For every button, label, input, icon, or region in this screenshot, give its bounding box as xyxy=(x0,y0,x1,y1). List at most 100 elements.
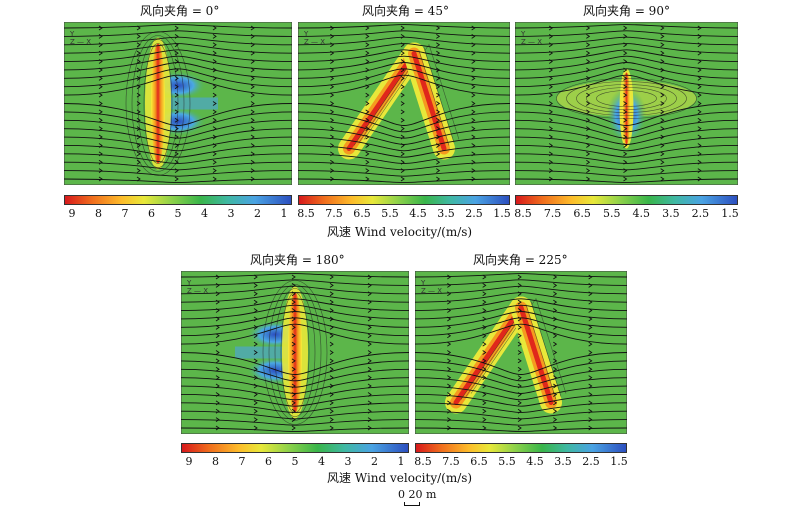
streamline-arrow xyxy=(291,324,296,330)
streamline-arrow xyxy=(250,84,255,90)
streamline-arrow xyxy=(660,101,665,106)
streamline-arrow xyxy=(447,408,452,414)
colorbar-tick: 4 xyxy=(201,207,208,220)
streamline-arrow xyxy=(623,176,628,182)
colorbar-ticks-90: 8.5 7.5 6.5 5.5 4.5 3.5 2.5 1.5 xyxy=(514,207,739,220)
streamline-arrow xyxy=(553,366,558,372)
streamline-arrow xyxy=(697,151,702,157)
scale-line xyxy=(404,502,420,506)
colorbar-tick: 5.5 xyxy=(602,207,621,220)
streamline-arrow xyxy=(660,117,665,123)
streamline-arrow xyxy=(436,117,441,123)
streamline-arrow xyxy=(548,67,553,73)
streamline-arrow xyxy=(98,151,103,157)
streamline-arrow xyxy=(482,274,487,280)
streamline xyxy=(64,111,292,133)
colorbar-tick: 8.5 xyxy=(297,207,315,220)
streamline-arrow xyxy=(660,34,665,39)
streamline-arrow xyxy=(215,324,220,330)
streamline-arrow xyxy=(329,392,334,397)
streamline xyxy=(181,402,409,413)
streamline-arrow xyxy=(365,59,370,64)
colorbar-tick: 6.5 xyxy=(470,455,488,468)
streamline-arrow xyxy=(291,375,296,381)
streamline-arrow xyxy=(250,67,255,73)
streamline-arrow xyxy=(367,324,372,330)
streamline-arrow xyxy=(291,425,296,431)
streamline-arrow xyxy=(517,299,522,305)
streamline-arrow xyxy=(330,25,335,31)
streamline-arrow xyxy=(215,333,220,339)
streamline-arrow xyxy=(482,358,487,364)
streamline-arrow xyxy=(215,299,220,305)
streamline-arrow xyxy=(400,92,405,98)
streamline-arrow xyxy=(588,299,593,305)
streamline-arrow xyxy=(367,375,372,381)
streamline-arrow xyxy=(365,126,370,132)
streamline xyxy=(298,153,510,164)
streamline-arrow xyxy=(367,392,372,397)
streamline xyxy=(181,279,409,286)
streamline-arrow xyxy=(291,350,296,355)
streamline-arrow xyxy=(215,383,220,389)
streamline-arrow xyxy=(471,50,476,56)
streamline-arrow xyxy=(330,67,335,73)
streamline xyxy=(181,377,409,394)
streamline-arrow xyxy=(436,143,441,148)
streamline-arrow xyxy=(174,176,179,182)
streamline-arrow xyxy=(367,400,372,406)
streamline-arrow xyxy=(291,400,296,406)
streamline-arrow xyxy=(548,109,553,115)
streamline-arrow xyxy=(365,159,370,165)
colorbar-tick: 1.5 xyxy=(721,207,739,220)
streamline-arrow xyxy=(447,375,452,381)
streamline-arrow xyxy=(447,425,452,431)
streamline-arrow xyxy=(329,283,334,288)
streamline-arrow xyxy=(136,151,141,157)
streamline-arrow xyxy=(660,176,665,182)
streamline-arrow xyxy=(517,400,522,406)
streamline-arrow xyxy=(136,168,141,173)
streamline-arrow xyxy=(329,341,334,347)
streamline-arrow xyxy=(482,425,487,431)
streamline-arrow xyxy=(136,25,141,31)
hull-region xyxy=(445,296,567,414)
streamline-arrow xyxy=(330,59,335,64)
streamline-arrow xyxy=(447,383,452,389)
streamline-arrow xyxy=(330,50,335,56)
streamline-arrow xyxy=(588,375,593,381)
streamline-arrow xyxy=(250,134,255,140)
streamline-arrow xyxy=(215,283,220,288)
streamline-arrow xyxy=(174,151,179,157)
streamline-arrow xyxy=(553,333,558,339)
streamline-arrow xyxy=(329,358,334,364)
streamline-arrow xyxy=(367,341,372,347)
streamline-arrow xyxy=(660,134,665,140)
streamline-arrow xyxy=(215,400,220,406)
colorbar-tick: 7 xyxy=(238,455,246,468)
streamline-arrow xyxy=(250,101,255,106)
streamline-arrow xyxy=(517,350,522,355)
streamline xyxy=(64,30,292,37)
streamline-arrow xyxy=(250,151,255,157)
streamline-arrow xyxy=(329,333,334,339)
scale-value: 20 m xyxy=(408,488,437,501)
colorbar-tick: 1 xyxy=(280,207,288,220)
streamline-arrow xyxy=(471,151,476,157)
streamline-arrow xyxy=(215,408,220,414)
streamline-arrow xyxy=(623,143,628,148)
streamline-arrow xyxy=(697,159,702,165)
streamline-arrow xyxy=(623,34,628,39)
streamline-arrow xyxy=(471,117,476,123)
streamline-arrow xyxy=(367,408,372,414)
streamline-arrow xyxy=(548,92,553,98)
streamline-arrow xyxy=(253,425,258,431)
streamline-arrow xyxy=(588,333,593,339)
streamline-arrow xyxy=(250,159,255,165)
streamline-arrow xyxy=(174,109,179,115)
streamline xyxy=(181,385,409,401)
streamline xyxy=(64,68,292,88)
streamline xyxy=(415,311,627,328)
streamline-arrow xyxy=(436,42,441,48)
streamline-arrow xyxy=(291,408,296,414)
